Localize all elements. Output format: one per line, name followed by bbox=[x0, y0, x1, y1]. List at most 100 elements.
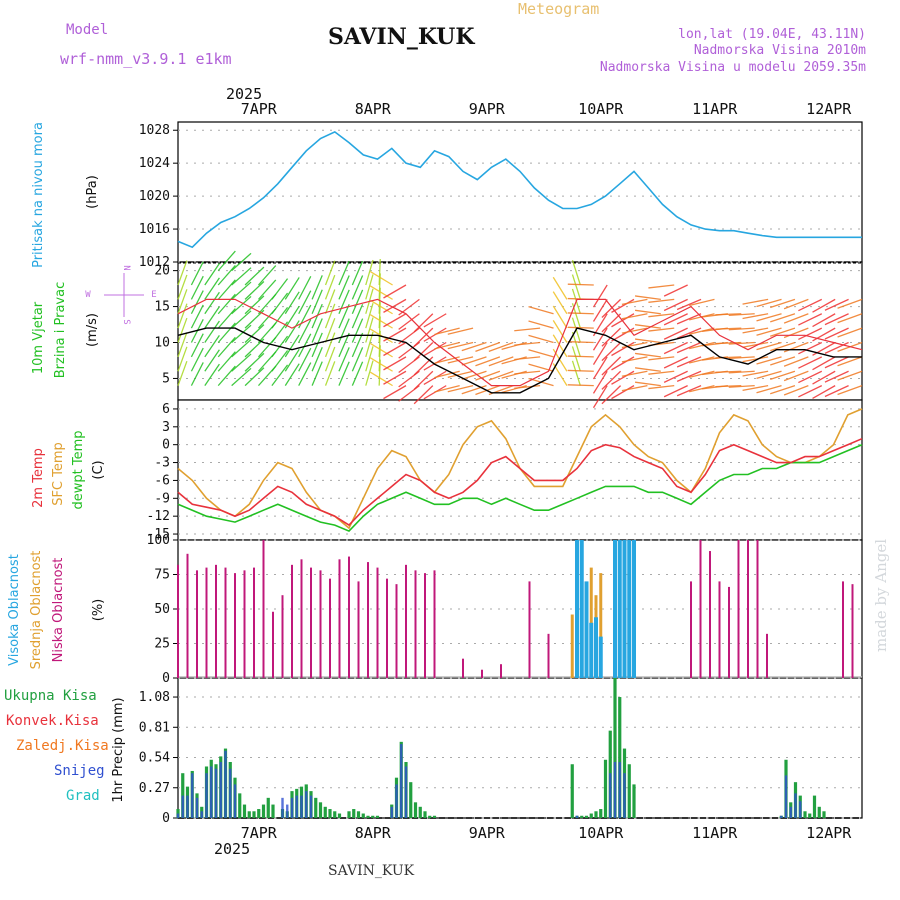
wind-arrow bbox=[648, 284, 675, 289]
high-cloud-bar bbox=[584, 581, 589, 678]
wind-arrow bbox=[715, 327, 742, 330]
wind-arrow bbox=[244, 338, 265, 358]
wind-arrow bbox=[514, 341, 541, 346]
wind-arrow bbox=[663, 284, 688, 297]
wind-arrow bbox=[634, 367, 661, 372]
wind-arrow bbox=[244, 280, 265, 300]
wind-arrow bbox=[742, 384, 769, 392]
wind-arrow bbox=[770, 370, 796, 381]
wind-arrow bbox=[311, 289, 323, 315]
snow-bar bbox=[609, 773, 612, 818]
wind-arrow bbox=[324, 303, 336, 329]
wind-arrow bbox=[756, 298, 782, 308]
wind-arrow bbox=[634, 338, 661, 344]
snow-bar bbox=[300, 795, 303, 818]
side-labels: Pritisak na nivou mora (hPa) 10m Vjetar … bbox=[4, 122, 157, 804]
total-precip-bar bbox=[589, 813, 593, 818]
wind-arrow bbox=[488, 341, 514, 353]
pressure-unit: (hPa) bbox=[85, 175, 100, 209]
x-tick-label-bottom: 7APR bbox=[241, 824, 278, 842]
wind-ylabel-sub: Brzina i Pravac bbox=[53, 282, 68, 379]
wind-arrow bbox=[383, 284, 407, 299]
snow-bar bbox=[789, 806, 792, 818]
x-tick-label-top: 8APR bbox=[355, 100, 392, 118]
y-tick-label: 3 bbox=[162, 420, 170, 435]
wind-arrow bbox=[728, 313, 755, 316]
snow-bar bbox=[780, 815, 783, 818]
low-cloud-bar bbox=[500, 664, 502, 678]
wind-arrow bbox=[552, 334, 568, 358]
wind-arrow bbox=[689, 370, 715, 378]
compass-north: N bbox=[121, 265, 131, 270]
compass-rose: N W E S bbox=[85, 265, 156, 324]
total-precip-bar bbox=[352, 809, 356, 818]
low-cloud-bar bbox=[367, 562, 369, 678]
low-cloud-bar bbox=[281, 595, 284, 678]
low-cloud-bar bbox=[747, 540, 749, 678]
wind-arrow bbox=[475, 370, 501, 381]
wind-arrow bbox=[756, 313, 782, 322]
y-tick-label: 1028 bbox=[139, 123, 170, 138]
wind-arrow bbox=[676, 327, 702, 339]
wind-arrow bbox=[370, 357, 393, 372]
wind-arrow bbox=[715, 341, 742, 345]
wind-arrow bbox=[798, 313, 823, 326]
wind-arrow bbox=[434, 370, 460, 379]
wind-arrow bbox=[528, 320, 554, 329]
wind-arrow bbox=[298, 290, 312, 315]
wind-arrow bbox=[231, 324, 252, 343]
total-precip-bar bbox=[247, 811, 251, 818]
wind-arrow bbox=[552, 305, 568, 329]
wind-arrow bbox=[231, 267, 252, 286]
wind-arrow bbox=[447, 341, 474, 350]
low-cloud-bar bbox=[414, 570, 417, 678]
wind-arrow bbox=[257, 265, 277, 286]
wind-arrow bbox=[689, 298, 715, 307]
wind-arrow bbox=[338, 275, 350, 300]
wind-arrow bbox=[231, 339, 252, 358]
wind-arrow bbox=[461, 385, 487, 395]
wind-arrow bbox=[271, 306, 289, 329]
wind-arrow bbox=[648, 356, 675, 361]
lonlat-text: lon,lat (19.04E, 43.11N) bbox=[678, 27, 866, 42]
wind-arrow bbox=[177, 289, 188, 314]
low-cloud-bar bbox=[424, 573, 426, 678]
wind-arrow bbox=[298, 276, 312, 300]
total-precip-bar bbox=[594, 811, 598, 818]
wind-arrow bbox=[571, 274, 581, 300]
wind-arrow bbox=[528, 334, 554, 344]
wind-arrow bbox=[592, 342, 608, 365]
low-cloud-bar bbox=[462, 658, 464, 678]
wind-arrow bbox=[571, 260, 581, 286]
wind-arrow bbox=[663, 298, 688, 312]
y-tick-label: -6 bbox=[154, 473, 170, 488]
wind-arrow bbox=[231, 295, 252, 315]
snow-bar bbox=[214, 768, 218, 818]
wind-arrow bbox=[676, 385, 702, 397]
wind-arrow bbox=[311, 347, 323, 372]
snow-bar bbox=[191, 773, 194, 818]
wind-arrow bbox=[338, 289, 350, 315]
wind-arrow bbox=[217, 308, 236, 329]
wind-arrow bbox=[824, 327, 849, 340]
wind-arrow bbox=[324, 317, 336, 343]
wind-arrow bbox=[298, 333, 312, 358]
high-cloud-bar bbox=[617, 540, 622, 678]
wind-arrow bbox=[217, 250, 236, 272]
wind-arrow bbox=[648, 313, 675, 318]
wind-arrow bbox=[365, 360, 374, 386]
wind-arrow bbox=[231, 310, 252, 329]
y-tick-label: 75 bbox=[154, 568, 170, 583]
y-tick-label: 1016 bbox=[139, 222, 170, 237]
snow-bar bbox=[295, 795, 298, 818]
x-tick-label-top: 12APR bbox=[806, 100, 852, 118]
wind-arrow bbox=[783, 298, 809, 310]
wind-arrow bbox=[501, 341, 527, 350]
y-tick-label: 0 bbox=[162, 811, 170, 826]
wind-arrow bbox=[676, 298, 702, 311]
header: Model wrf-nmm_v3.9.1 e1km SAVIN_KUK Mete… bbox=[60, 0, 890, 879]
wind-arrow bbox=[383, 341, 407, 357]
wind-arrow bbox=[351, 361, 364, 386]
low-cloud-bar bbox=[338, 559, 341, 678]
wind-arrow bbox=[634, 324, 661, 329]
